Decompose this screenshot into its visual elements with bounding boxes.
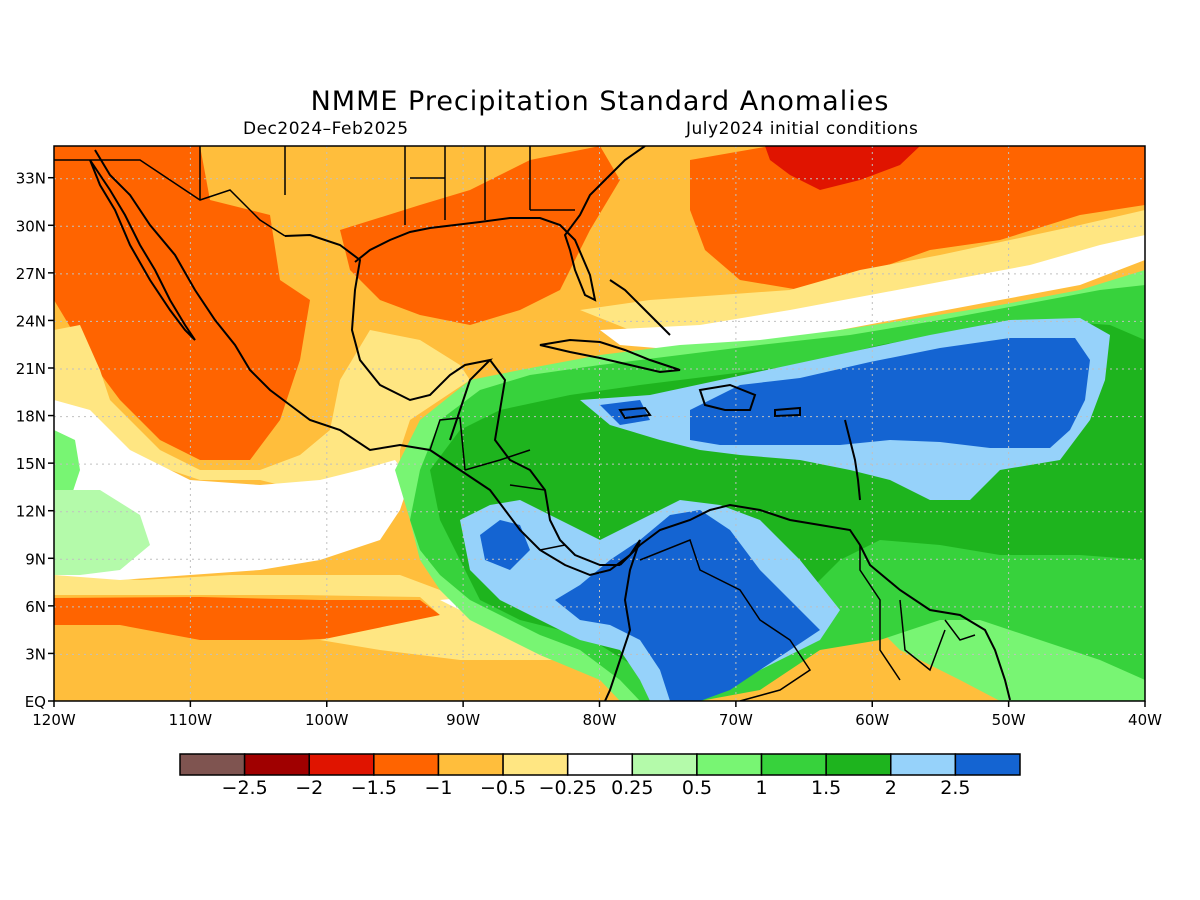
colorbar-swatch: [308, 753, 375, 776]
field-dry-atlantic-north: [690, 146, 1145, 290]
lon-tick-label: 120W: [32, 711, 76, 729]
lat-tick-label: EQ: [25, 693, 46, 711]
colorbar-label: −0.25: [539, 777, 597, 799]
lat-tick-label: 6N: [25, 598, 46, 616]
coast-baja-california: [89, 159, 196, 341]
lat-tick-label: 33N: [16, 170, 46, 188]
coast-bahamas: [609, 279, 671, 336]
lon-tick-label: 40W: [1128, 711, 1162, 729]
lon-tick-label: 70W: [719, 711, 753, 729]
field-dry-mexico-pacific: [54, 146, 310, 460]
colorbar-label: 2.5: [940, 777, 970, 799]
lat-tick-label: 12N: [16, 503, 46, 521]
border-us-mexico: [54, 159, 286, 237]
lat-tick-label: 24N: [16, 312, 46, 330]
colorbar-label: −2.5: [222, 777, 268, 799]
latitude-axis: 33N 30N 27N 24N 21N 18N 15N 12N 9N 6N 3N EQ: [16, 170, 54, 711]
initial-conditions-label: July2024 initial conditions: [686, 119, 919, 139]
colorbar-swatch: [760, 753, 827, 776]
colorbar-swatch: [502, 753, 569, 776]
map-title: NMME Precipitation Standard Anomalies: [310, 86, 890, 117]
lat-tick-label: 18N: [16, 408, 46, 426]
colorbar-label: 0.25: [611, 777, 653, 799]
graticule: [54, 146, 1145, 701]
lat-tick-label: 15N: [16, 455, 46, 473]
field-very-dry-core: [765, 146, 920, 190]
colorbar-swatch: [954, 753, 1021, 776]
border-us-states: [199, 146, 575, 225]
colorbar-swatch: [437, 753, 504, 776]
colorbar-swatch: [696, 753, 763, 776]
border-central-america: [429, 417, 566, 551]
colorbar-swatch: [825, 753, 892, 776]
coast-central-america-caribbean: [489, 359, 620, 566]
lat-tick-label: 27N: [16, 265, 46, 283]
colorbar-swatch: [631, 753, 698, 776]
lon-tick-label: 50W: [992, 711, 1026, 729]
coast-gulf-of-mexico: [284, 233, 494, 441]
field-yellow-band-atlantic: [580, 210, 1145, 335]
longitude-axis: 120W 110W 100W 90W 80W 70W 60W 50W 40W: [32, 701, 1162, 729]
lon-tick-label: 80W: [583, 711, 617, 729]
colorbar-swatch: [566, 753, 634, 776]
lon-tick-label: 60W: [855, 711, 889, 729]
colorbar-label: −1: [424, 777, 452, 799]
lat-tick-label: 3N: [25, 645, 46, 663]
colorbar-label: −2: [295, 777, 323, 799]
field-dry-itcz-pacific: [54, 597, 440, 640]
field-dry-gulf: [340, 146, 620, 325]
coast-south-america-pacific: [604, 539, 641, 701]
political-borders: [54, 146, 976, 701]
coast-south-america-north: [619, 503, 1011, 701]
colorbar-swatch: [243, 753, 310, 776]
colorbar-swatch: [179, 753, 246, 776]
lon-tick-label: 100W: [305, 711, 349, 729]
colorbar-label: 0.5: [682, 777, 712, 799]
lat-tick-label: 30N: [16, 217, 46, 235]
colorbar-label: 2: [885, 777, 897, 799]
season-label: Dec2024–Feb2025: [243, 119, 409, 139]
coast-cuba: [539, 338, 681, 374]
lon-tick-label: 90W: [446, 711, 480, 729]
colorbar-label: 1: [755, 777, 767, 799]
colorbar-swatch: [890, 753, 957, 776]
coast-mexico-pacific: [94, 149, 641, 577]
colorbar-label: −0.5: [480, 777, 526, 799]
lat-tick-label: 21N: [16, 360, 46, 378]
anomaly-field: [54, 146, 1145, 701]
border-south-america: [639, 539, 976, 701]
coast-hispaniola: [698, 383, 757, 411]
field-yellow-band-itcz: [54, 575, 560, 660]
coastlines: [89, 146, 1011, 701]
coast-puerto-rico: [774, 406, 801, 418]
colorbar-label: 1.5: [811, 777, 841, 799]
colorbar-label: −1.5: [351, 777, 397, 799]
colorbar-swatch: [373, 753, 440, 776]
lat-tick-label: 9N: [25, 550, 46, 568]
field-extreme-wet-caribbean: [600, 338, 1090, 448]
field-extreme-wet-colombia: [480, 510, 820, 701]
colorbar: −2.5 −2 −1.5 −1 −0.5 −0.25 0.25 0.5 1 1.5 2 2.5: [179, 753, 1021, 799]
lon-tick-label: 110W: [169, 711, 213, 729]
coast-lesser-antilles: [844, 419, 861, 501]
coast-jamaica: [618, 406, 652, 420]
coast-us-gulf: [354, 146, 646, 302]
